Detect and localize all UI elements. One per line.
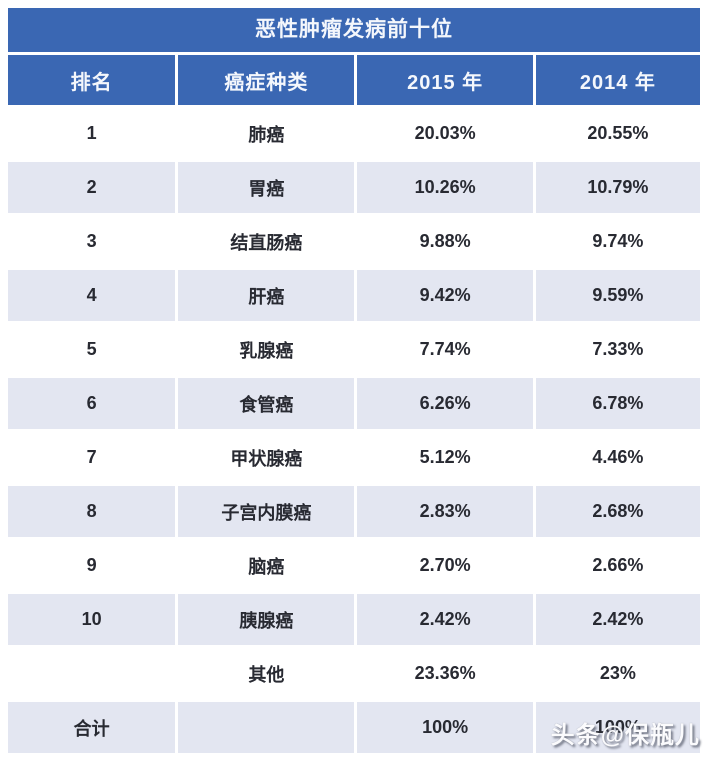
cancer-incidence-table: 排名 癌症种类 2015 年 2014 年 1 肺癌 20.03% 20.55%… <box>5 52 703 756</box>
cancer-type-cell: 食管癌 <box>178 378 355 429</box>
table-row: 8 子宫内膜癌 2.83% 2.68% <box>8 486 700 537</box>
rank-cell: 9 <box>8 540 176 591</box>
header-row: 排名 癌症种类 2015 年 2014 年 <box>8 55 700 105</box>
value-2015-cell: 9.42% <box>357 270 533 321</box>
value-2015-cell: 7.74% <box>357 324 533 375</box>
cancer-type-cell: 脑癌 <box>178 540 355 591</box>
value-2014-cell: 7.33% <box>535 324 700 375</box>
value-2014-cell: 9.59% <box>535 270 700 321</box>
value-2014-cell: 9.74% <box>535 216 700 267</box>
table-row: 2 胃癌 10.26% 10.79% <box>8 162 700 213</box>
table-row-other: 其他 23.36% 23% <box>8 648 700 699</box>
value-2014-cell: 20.55% <box>535 108 700 159</box>
cancer-type-cell: 肝癌 <box>178 270 355 321</box>
table-header: 排名 癌症种类 2015 年 2014 年 <box>8 55 700 105</box>
value-2015-cell: 100% <box>357 702 533 753</box>
table-row: 3 结直肠癌 9.88% 9.74% <box>8 216 700 267</box>
value-2014-cell: 2.66% <box>535 540 700 591</box>
value-2014-cell: 100% <box>535 702 700 753</box>
value-2014-cell: 4.46% <box>535 432 700 483</box>
value-2015-cell: 6.26% <box>357 378 533 429</box>
cancer-type-cell <box>178 702 355 753</box>
table-row: 7 甲状腺癌 5.12% 4.46% <box>8 432 700 483</box>
value-2015-cell: 9.88% <box>357 216 533 267</box>
value-2014-cell: 2.68% <box>535 486 700 537</box>
cancer-type-cell: 结直肠癌 <box>178 216 355 267</box>
value-2014-cell: 2.42% <box>535 594 700 645</box>
value-2014-cell: 10.79% <box>535 162 700 213</box>
table-row-total: 合计 100% 100% <box>8 702 700 753</box>
value-2015-cell: 10.26% <box>357 162 533 213</box>
table-title: 恶性肿瘤发病前十位 <box>8 8 700 52</box>
rank-cell: 5 <box>8 324 176 375</box>
cancer-type-cell: 乳腺癌 <box>178 324 355 375</box>
rank-cell: 1 <box>8 108 176 159</box>
value-2014-cell: 23% <box>535 648 700 699</box>
table-row: 1 肺癌 20.03% 20.55% <box>8 108 700 159</box>
rank-cell: 合计 <box>8 702 176 753</box>
table-row: 9 脑癌 2.70% 2.66% <box>8 540 700 591</box>
rank-cell: 4 <box>8 270 176 321</box>
value-2015-cell: 23.36% <box>357 648 533 699</box>
table-body: 1 肺癌 20.03% 20.55% 2 胃癌 10.26% 10.79% 3 … <box>8 108 700 753</box>
value-2015-cell: 2.42% <box>357 594 533 645</box>
rank-cell <box>8 648 176 699</box>
rank-cell: 2 <box>8 162 176 213</box>
value-2015-cell: 2.83% <box>357 486 533 537</box>
rank-cell: 3 <box>8 216 176 267</box>
column-header-2015: 2015 年 <box>357 55 533 105</box>
rank-cell: 10 <box>8 594 176 645</box>
rank-cell: 8 <box>8 486 176 537</box>
column-header-2014: 2014 年 <box>535 55 700 105</box>
column-header-rank: 排名 <box>8 55 176 105</box>
table-row: 10 胰腺癌 2.42% 2.42% <box>8 594 700 645</box>
cancer-type-cell: 甲状腺癌 <box>178 432 355 483</box>
table-row: 6 食管癌 6.26% 6.78% <box>8 378 700 429</box>
cancer-type-cell: 肺癌 <box>178 108 355 159</box>
cancer-type-cell: 胰腺癌 <box>178 594 355 645</box>
rank-cell: 6 <box>8 378 176 429</box>
value-2015-cell: 5.12% <box>357 432 533 483</box>
table-row: 5 乳腺癌 7.74% 7.33% <box>8 324 700 375</box>
rank-cell: 7 <box>8 432 176 483</box>
column-header-cancer-type: 癌症种类 <box>178 55 355 105</box>
cancer-type-cell: 子宫内膜癌 <box>178 486 355 537</box>
value-2015-cell: 20.03% <box>357 108 533 159</box>
value-2015-cell: 2.70% <box>357 540 533 591</box>
table-row: 4 肝癌 9.42% 9.59% <box>8 270 700 321</box>
cancer-type-cell: 胃癌 <box>178 162 355 213</box>
cancer-type-cell: 其他 <box>178 648 355 699</box>
value-2014-cell: 6.78% <box>535 378 700 429</box>
